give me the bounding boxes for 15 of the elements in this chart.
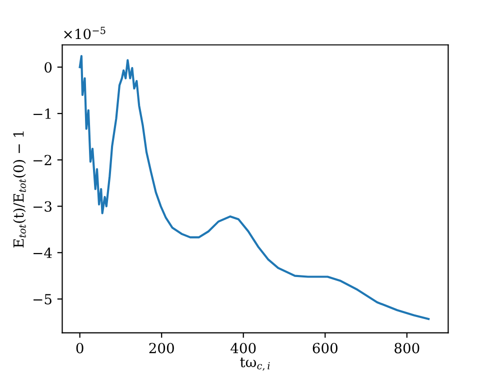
y-axis-title: E$_{tot}$(t)/E$_{tot}$(0) − 1 — [13, 132, 26, 248]
y-tick-label: −5 — [34, 294, 52, 304]
x-tick-label: 0 — [76, 342, 84, 354]
x-tick-label: 600 — [312, 342, 338, 354]
y-tick-label: 0 — [44, 62, 52, 73]
y-tick-label: −3 — [34, 201, 52, 212]
y-tick-label: −4 — [34, 248, 52, 258]
y-tick-label: −1 — [34, 108, 51, 119]
line-series — [78, 54, 430, 320]
x-tick-label: 200 — [149, 342, 174, 354]
x-axis-title: tω$_{c,i}$ — [240, 358, 270, 371]
y-tick-label: −2 — [34, 154, 52, 166]
text: ×10$^{−5}$ — [64, 26, 106, 40]
x-tick-label: 400 — [230, 342, 256, 354]
x-tick-label: 800 — [394, 342, 420, 354]
